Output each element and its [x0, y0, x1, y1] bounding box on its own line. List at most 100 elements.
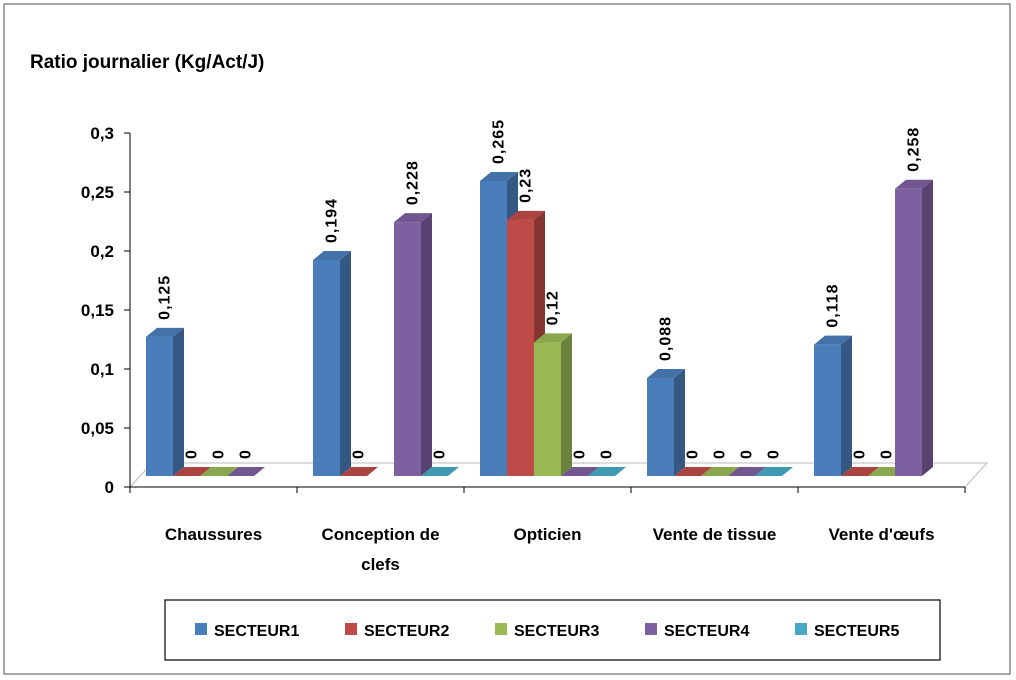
data-label: 0 — [432, 449, 449, 459]
bar-front — [146, 336, 173, 476]
data-label: 0 — [599, 449, 616, 459]
data-label: 0 — [238, 449, 255, 459]
data-label: 0,258 — [906, 127, 923, 172]
legend-box — [164, 599, 941, 661]
legend-label: SECTEUR5 — [814, 623, 899, 640]
bar-side — [674, 369, 685, 476]
data-label: 0 — [739, 449, 756, 459]
bar-top — [480, 171, 518, 181]
data-label: 0,118 — [825, 283, 842, 327]
bar-top — [340, 467, 378, 476]
bar-top — [227, 467, 265, 476]
x-tick-label: Chaussures — [164, 525, 263, 544]
data-label: 0,194 — [324, 198, 341, 243]
bar-top — [200, 467, 238, 476]
legend-swatch — [195, 623, 207, 635]
bar-top — [701, 467, 739, 476]
bar — [674, 467, 712, 476]
data-label: 0,228 — [405, 160, 422, 205]
legend-label: SECTEUR1 — [214, 623, 299, 640]
bar-top — [534, 333, 572, 343]
data-label: 0 — [685, 449, 702, 459]
bar — [534, 333, 572, 476]
bar-top — [173, 467, 211, 476]
bar — [227, 467, 265, 476]
bar-top — [674, 467, 712, 476]
bar-top — [755, 467, 793, 476]
legend-label: SECTEUR3 — [514, 623, 599, 640]
data-label: 0 — [351, 449, 368, 459]
data-label: 0 — [879, 449, 896, 459]
bar — [200, 467, 238, 476]
data-label: 0,088 — [658, 316, 675, 361]
legend-swatch — [645, 623, 657, 635]
bar-side — [173, 327, 184, 476]
bar — [394, 213, 432, 476]
y-tick-label: 0,05 — [81, 419, 114, 438]
bar — [701, 467, 739, 476]
data-label: 0,12 — [545, 290, 562, 325]
x-tick-label: Conception de clefs — [321, 525, 440, 574]
bar-side — [561, 333, 572, 476]
data-label: 0 — [572, 449, 589, 459]
bar — [814, 335, 852, 476]
bar — [146, 327, 184, 476]
bar-side — [922, 179, 933, 476]
bar-front — [480, 180, 507, 476]
bar-top — [814, 335, 852, 345]
bar — [340, 467, 378, 476]
bar-side — [421, 213, 432, 476]
bar-top — [647, 369, 685, 379]
legend-swatch — [345, 623, 357, 635]
data-label: 0 — [211, 449, 228, 459]
bar — [841, 467, 879, 476]
data-label: 0 — [712, 449, 729, 459]
bar — [728, 467, 766, 476]
legend-swatch — [795, 623, 807, 635]
chart-title: Ratio journalier (Kg/Act/J) — [30, 52, 264, 73]
bar — [588, 467, 626, 476]
legend-label: SECTEUR4 — [664, 623, 749, 640]
data-label: 0,23 — [518, 168, 535, 203]
y-tick-label: 0,15 — [81, 301, 114, 320]
x-tick-label: Vente de tissue — [652, 525, 777, 544]
data-label: 0 — [184, 449, 201, 459]
y-tick-label: 0 — [105, 478, 114, 497]
bar-top — [146, 327, 184, 337]
y-tick-label: 0,25 — [81, 183, 114, 202]
data-label: 0,125 — [157, 275, 174, 320]
bar-top — [507, 210, 545, 220]
bar — [421, 467, 459, 476]
bar — [561, 467, 599, 476]
bar-top — [313, 251, 351, 261]
bar-front — [647, 378, 674, 476]
legend-label: SECTEUR2 — [364, 623, 449, 640]
bar — [895, 179, 933, 476]
bar-front — [814, 344, 841, 476]
y-tick-label: 0,1 — [90, 360, 114, 379]
data-label: 0 — [766, 449, 783, 459]
bar — [647, 369, 685, 476]
bar-front — [313, 260, 340, 476]
bar-top — [561, 467, 599, 476]
x-tick-label: Vente d'œufs — [828, 525, 935, 544]
y-tick-label: 0,3 — [90, 124, 114, 143]
data-label: 0,265 — [491, 119, 508, 164]
data-label: 0 — [852, 449, 869, 459]
bar-front — [895, 188, 922, 476]
bar-top — [588, 467, 626, 476]
bar-side — [841, 335, 852, 476]
bar-top — [394, 213, 432, 223]
bar-front — [507, 219, 534, 476]
bar — [313, 251, 351, 476]
bar-top — [728, 467, 766, 476]
bar-top — [841, 467, 879, 476]
x-tick-label: Opticien — [513, 525, 582, 544]
bar-front — [534, 342, 561, 476]
bar-top — [421, 467, 459, 476]
bar-front — [394, 222, 421, 476]
bar-top — [895, 179, 933, 189]
bar — [755, 467, 793, 476]
